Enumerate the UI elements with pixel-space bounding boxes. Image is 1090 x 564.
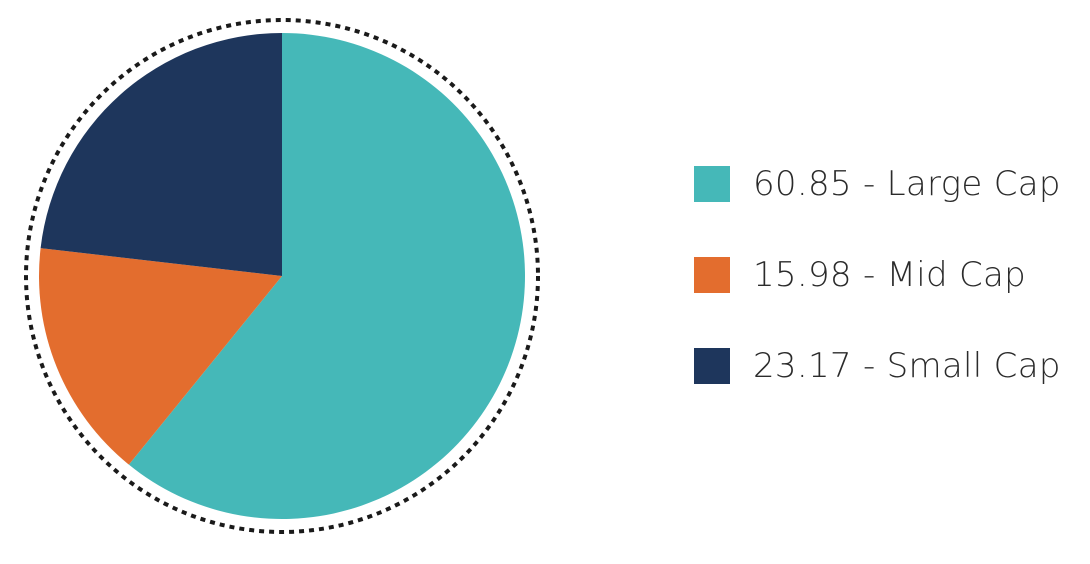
pie-slice-large-cap (128, 33, 526, 520)
legend-label-large-cap: 60.85 - Large Cap (753, 164, 1061, 204)
pie-slice-small-cap (40, 33, 283, 276)
legend-label-mid-cap: 15.98 - Mid Cap (753, 255, 1027, 295)
legend-item-large-cap: 60.85 - Large Cap (694, 160, 1061, 208)
pie-slices (39, 33, 526, 520)
legend-swatch-small-cap (694, 348, 730, 384)
pie-chart (24, 18, 540, 534)
legend-item-mid-cap: 15.98 - Mid Cap (694, 251, 1061, 299)
legend-item-small-cap: 23.17 - Small Cap (694, 342, 1061, 390)
legend-label-small-cap: 23.17 - Small Cap (753, 346, 1061, 386)
legend-swatch-mid-cap (694, 257, 730, 293)
pie-slice-mid-cap (39, 248, 282, 465)
legend-swatch-large-cap (694, 166, 730, 202)
pie-dotted-border (24, 18, 540, 534)
legend: 60.85 - Large Cap 15.98 - Mid Cap 23.17 … (694, 160, 1061, 433)
